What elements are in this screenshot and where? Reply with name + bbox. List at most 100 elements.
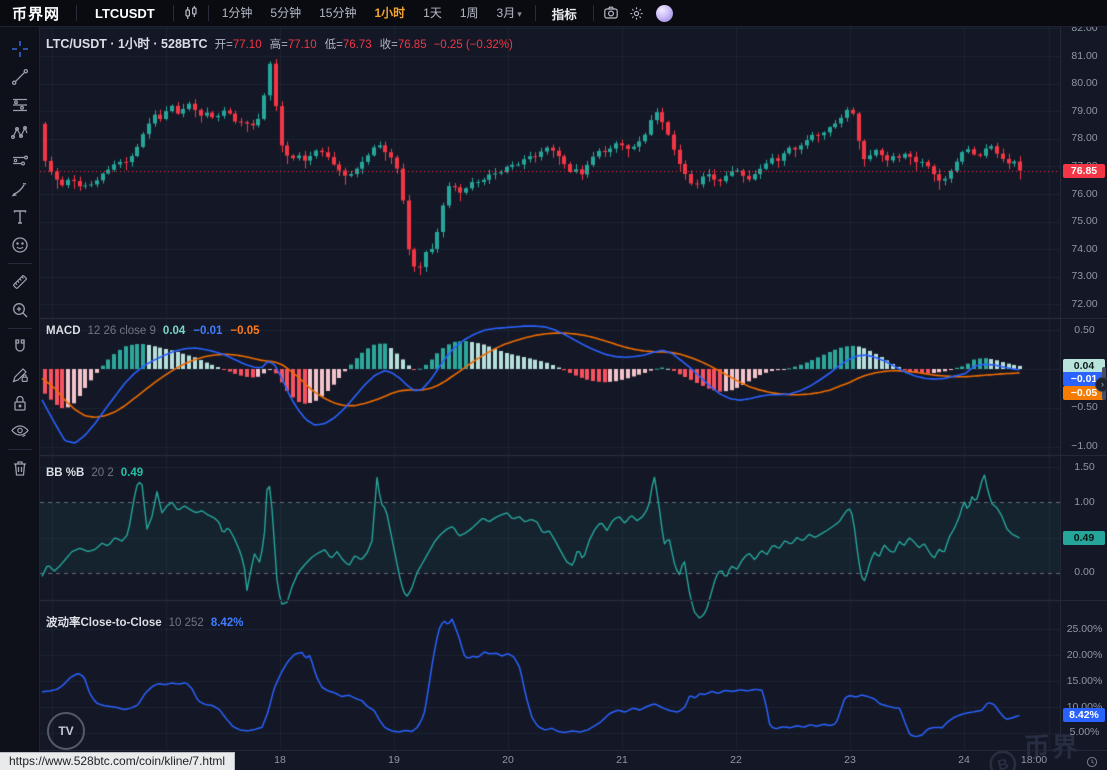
interval-button-5分钟[interactable]: 5分钟 <box>270 6 302 20</box>
interval-button-15分钟[interactable]: 15分钟 <box>319 6 357 20</box>
interval-button-1周[interactable]: 1周 <box>459 6 479 20</box>
toolbar-divider <box>534 5 536 21</box>
avatar[interactable] <box>655 4 673 22</box>
drawing-tools-rail <box>0 27 40 770</box>
vol-params: 10 252 <box>168 617 204 629</box>
time-tick-label: 23 <box>844 754 856 766</box>
time-tick-label: 20 <box>502 754 514 766</box>
axis-tick-label: −1.00 <box>1071 440 1098 453</box>
svg-text:B: B <box>996 756 1011 770</box>
axis-tick-label: 5.00% <box>1069 726 1100 739</box>
xabcd-pattern-tool-icon[interactable] <box>6 119 34 147</box>
fib-retracement-tool-icon[interactable] <box>6 91 34 119</box>
prediction-tool-icon[interactable] <box>6 147 34 175</box>
bb-params: 20 2 <box>91 467 114 479</box>
time-tick-label: 18 <box>274 754 286 766</box>
axis-tick-label: 78.00 <box>1071 132 1098 145</box>
axis-tick-label: 81.00 <box>1071 49 1098 62</box>
pane-separator[interactable] <box>40 318 1107 319</box>
macd-value: −0.01 <box>193 325 223 337</box>
camera-icon[interactable] <box>598 2 624 24</box>
text-tool-icon[interactable] <box>6 203 34 231</box>
zoom-in-tool-icon[interactable] <box>6 296 34 324</box>
macd-badge: −0.01 <box>1063 372 1105 387</box>
axis-tick-label: 25.00% <box>1066 622 1103 635</box>
axis-tick-label: 20.00% <box>1066 648 1103 661</box>
lock-all-drawings-icon[interactable] <box>6 389 34 417</box>
price-axis[interactable]: 82.0081.0080.0079.0078.0077.0076.0075.00… <box>1060 26 1107 750</box>
vol-pane-header[interactable]: 波动率Close-to-Close 10 252 8.42% <box>46 614 243 630</box>
axis-tick-label: 73.00 <box>1071 270 1098 283</box>
bb-pane-header[interactable]: BB %B 20 2 0.49 <box>46 467 143 479</box>
legend-ohlc-item: 收=76.85 <box>379 39 427 51</box>
vol-badge: 8.42% <box>1063 708 1105 723</box>
settings-gear-icon[interactable] <box>624 2 650 24</box>
axis-tick-label: 79.00 <box>1071 104 1098 117</box>
macd-title: MACD <box>46 325 81 337</box>
pane-collapse-arrow[interactable]: › <box>1095 377 1107 392</box>
top-toolbar: 币界网 LTCUSDT 1分钟 5分钟 15分钟 1小时 1天 1周 3月 ▾ 指标 <box>0 0 1107 27</box>
crosshair-tool-icon[interactable] <box>6 35 34 63</box>
interval-button-3月[interactable]: 3月 ▾ <box>496 5 522 20</box>
vol-value: 8.42% <box>210 617 244 629</box>
emoji-tool-icon[interactable] <box>6 231 34 259</box>
last-price-badge: 76.85 <box>1063 163 1105 178</box>
measure-ruler-tool-icon[interactable] <box>6 268 34 296</box>
site-watermark: B 币界网 <box>988 727 1107 770</box>
watermark-text: 币界网 <box>1023 732 1080 770</box>
axis-tick-label: 0.00 <box>1074 566 1095 579</box>
time-axis[interactable]: 18 19 20 21 22 23 24 18:00 <box>40 750 1107 770</box>
axis-tick-label: −0.50 <box>1071 401 1098 414</box>
rail-divider <box>7 328 32 329</box>
drawing-mode-lock-icon[interactable] <box>6 361 34 389</box>
price-pane-legend[interactable]: LTC/USDT · 1小时 · 528BTC 开=77.10 高=77.10 低=… <box>46 33 513 52</box>
chart-canvas[interactable] <box>40 26 1060 750</box>
time-tick-label: 22 <box>730 754 742 766</box>
indicators-button[interactable]: 指标 <box>551 7 577 22</box>
macd-params: 12 26 close 9 <box>87 325 156 337</box>
interval-button-1天[interactable]: 1天 <box>423 6 442 20</box>
browser-status-url: https://www.528btc.com/coin/kline/7.html <box>0 752 236 770</box>
candle-style-icon[interactable] <box>178 2 204 24</box>
toolbar-divider <box>172 5 174 21</box>
axis-tick-label: 76.00 <box>1071 187 1098 200</box>
symbol-button[interactable]: LTCUSDT <box>95 5 155 21</box>
hide-drawings-eye-icon[interactable] <box>6 417 34 445</box>
magnet-tool-icon[interactable] <box>6 333 34 361</box>
trend-line-tool-icon[interactable] <box>6 63 34 91</box>
tradingview-logo[interactable]: TV <box>47 712 85 750</box>
pane-separator[interactable] <box>40 600 1107 601</box>
interval-button-1小时[interactable]: 1小时 <box>374 6 406 20</box>
axis-tick-label: 72.00 <box>1071 297 1098 310</box>
axis-tick-label: 1.00 <box>1074 495 1095 508</box>
legend-change: −0.25 (−0.32%) <box>433 39 513 51</box>
remove-drawings-trash-icon[interactable] <box>6 454 34 482</box>
macd-values: 0.04 −0.01 −0.05 <box>163 325 260 337</box>
time-tick-label: 18:00 <box>1020 754 1048 766</box>
toolbar-divider <box>207 5 209 21</box>
legend-title: LTC/USDT · 1小时 · 528BTC <box>46 37 208 51</box>
timezone-clock-icon[interactable] <box>1086 755 1098 770</box>
bb-title: BB %B <box>46 467 85 479</box>
macd-badge: −0.05 <box>1063 385 1105 400</box>
interval-button-1分钟[interactable]: 1分钟 <box>221 6 253 20</box>
toolbar-divider <box>592 5 594 21</box>
macd-pane-header[interactable]: MACD 12 26 close 9 0.04 −0.01 −0.05 <box>46 325 260 337</box>
site-logo[interactable]: 币界网 <box>12 5 61 23</box>
brush-tool-icon[interactable] <box>6 175 34 203</box>
time-tick-label: 19 <box>388 754 400 766</box>
axis-tick-label: 15.00% <box>1066 674 1103 687</box>
legend-ohlc-item: 低=76.73 <box>324 39 372 51</box>
macd-badge: 0.04 <box>1063 358 1105 373</box>
axis-tick-label: 0.50 <box>1074 323 1095 336</box>
axis-tick-label: 75.00 <box>1071 215 1098 228</box>
time-tick-label: 24 <box>958 754 970 766</box>
interval-group: 1分钟 5分钟 15分钟 1小时 1天 1周 3月 ▾ <box>213 0 531 27</box>
pane-separator[interactable] <box>40 455 1107 456</box>
chevron-down-icon: ▾ <box>517 8 522 19</box>
legend-ohlc: 开=77.10 高=77.10 低=76.73 收=76.85 <box>215 36 427 52</box>
axis-tick-label: 80.00 <box>1071 77 1098 90</box>
rail-divider <box>7 449 32 450</box>
axis-tick-label: 82.00 <box>1071 26 1098 34</box>
